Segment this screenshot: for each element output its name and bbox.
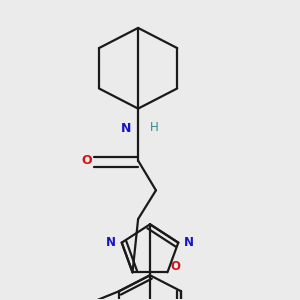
Text: N: N: [184, 236, 194, 249]
Text: N: N: [121, 122, 131, 135]
Text: O: O: [170, 260, 180, 273]
Text: N: N: [106, 236, 116, 249]
Text: O: O: [81, 154, 92, 167]
Text: H: H: [150, 121, 159, 134]
